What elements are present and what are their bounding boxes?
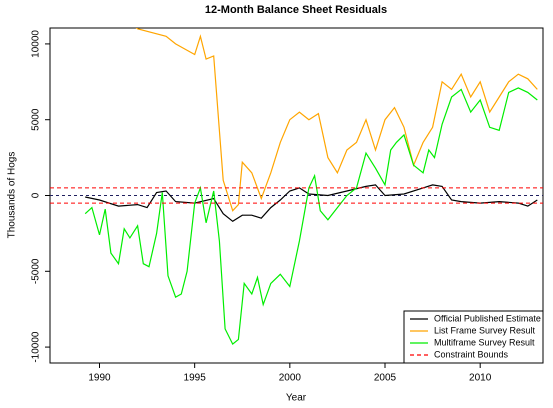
x-tick-label: 1995 [184,373,207,384]
legend-label: List Frame Survey Result [434,325,536,335]
legend-label: Official Published Estimate [434,313,541,323]
series-line [135,28,538,212]
y-axis-label: Thousands of Hogs [7,152,18,239]
x-tick-label: 1990 [88,373,111,384]
legend-box [403,310,544,364]
series-line [85,184,538,223]
x-tick-label: 2000 [279,373,302,384]
y-tick-label: 10000 [31,30,42,58]
legend-label: Constraint Bounds [434,349,509,359]
series-line [84,87,538,346]
plot-area [50,28,543,346]
chart-title: 12-Month Balance Sheet Residuals [205,4,387,16]
y-tick-label: -5000 [31,258,42,284]
y-tick-label: 0 [31,192,42,198]
x-tick-label: 2010 [469,373,492,384]
legend-label: Multiframe Survey Result [434,337,535,347]
x-tick-label: 2005 [374,373,397,384]
y-tick-label: 5000 [31,108,42,131]
x-axis-label: Year [286,393,307,404]
y-tick-label: -10000 [31,331,42,363]
